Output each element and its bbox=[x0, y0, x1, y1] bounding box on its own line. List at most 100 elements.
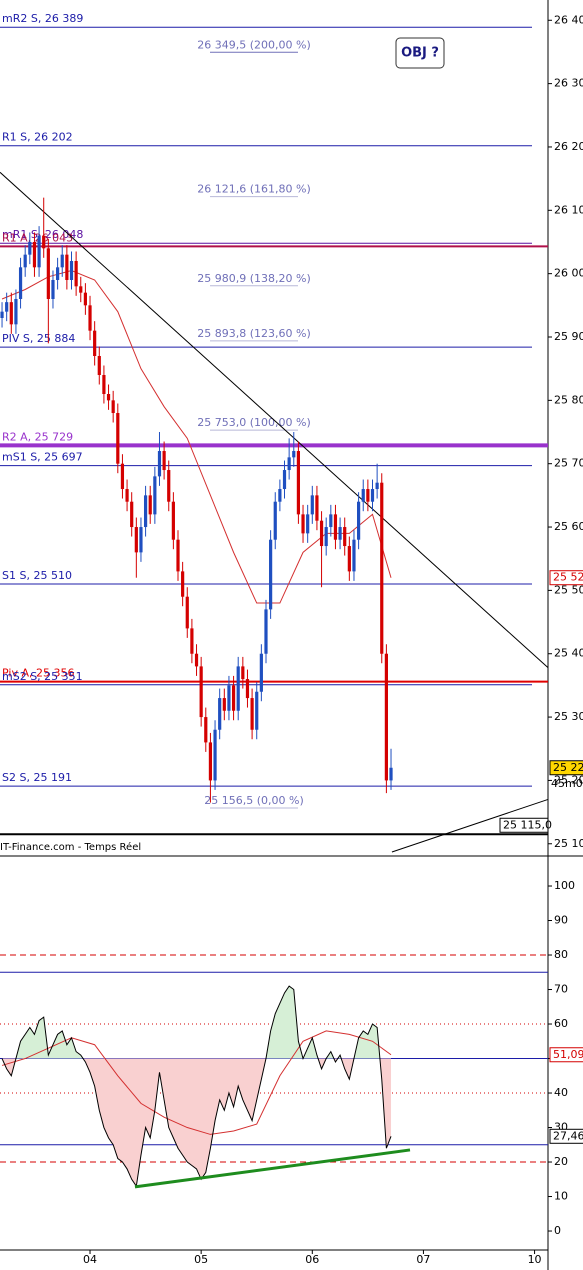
candle-body bbox=[250, 698, 254, 730]
candle-body bbox=[292, 451, 296, 458]
candle-body bbox=[111, 400, 115, 414]
value-tag: 27,46 bbox=[553, 1129, 583, 1142]
fib-label: 25 980,9 (138,20 %) bbox=[197, 272, 311, 285]
candle-body bbox=[0, 311, 4, 318]
candle-body bbox=[241, 666, 245, 680]
y-tick-label: 25 800 bbox=[554, 393, 583, 406]
candle-body bbox=[83, 292, 87, 306]
timer: 45m0 bbox=[551, 777, 583, 790]
fib-label: 25 893,8 (123,60 %) bbox=[197, 327, 311, 340]
candle-body bbox=[130, 501, 134, 528]
y-tick-label: 90 bbox=[554, 914, 568, 927]
candle-body bbox=[315, 495, 319, 521]
candle-body bbox=[74, 260, 78, 287]
objective-text: OBJ ? bbox=[401, 46, 439, 61]
level-label: S1 S, 25 510 bbox=[2, 569, 72, 582]
y-tick-label: 26 200 bbox=[554, 140, 583, 153]
candle-body bbox=[134, 527, 138, 553]
candle-body bbox=[338, 527, 342, 540]
candle-body bbox=[227, 685, 231, 711]
candle-body bbox=[319, 520, 324, 547]
candle-body bbox=[69, 260, 74, 280]
y-tick-label: 0 bbox=[554, 1224, 561, 1237]
trendline-tag: 25 115,0 bbox=[503, 818, 552, 831]
trendline bbox=[391, 798, 549, 853]
candle-body bbox=[97, 356, 101, 376]
level-label: Piv A, 25 356 bbox=[2, 667, 74, 680]
candle-body bbox=[343, 527, 347, 547]
candle-body bbox=[370, 489, 375, 502]
y-tick-label: 25 500 bbox=[554, 583, 583, 596]
value-tag-box bbox=[549, 1128, 583, 1144]
price-tag: 25 22 bbox=[553, 761, 583, 774]
value-tag: 51,09 bbox=[553, 1048, 583, 1061]
trendline-tag-box bbox=[499, 817, 549, 833]
candle-body bbox=[116, 413, 120, 464]
candle-body bbox=[5, 302, 9, 312]
candle-body bbox=[46, 248, 50, 299]
y-tick-label: 20 bbox=[554, 1155, 568, 1168]
candle-body bbox=[28, 241, 32, 255]
objective-frame bbox=[395, 37, 445, 69]
candle-body bbox=[352, 539, 356, 572]
y-tick-label: 25 700 bbox=[554, 457, 583, 470]
candle-body bbox=[51, 279, 55, 299]
candle-body bbox=[65, 254, 69, 280]
candle-body bbox=[245, 679, 250, 699]
candle-body bbox=[194, 653, 199, 667]
x-tick-label: 04 bbox=[83, 1253, 97, 1266]
candle-body bbox=[93, 330, 97, 357]
level-label: mR2 S, 26 389 bbox=[2, 12, 83, 25]
candle-body bbox=[167, 470, 171, 502]
candle-body bbox=[287, 457, 291, 471]
candle-body bbox=[347, 546, 351, 572]
x-tick-label: 10 bbox=[528, 1253, 542, 1266]
candle-body bbox=[269, 539, 273, 610]
candle-body bbox=[278, 489, 282, 502]
y-tick-label: 70 bbox=[554, 983, 568, 996]
y-tick-label: 80 bbox=[554, 948, 568, 961]
candle-body bbox=[60, 254, 64, 268]
candle-body bbox=[157, 451, 162, 477]
level-label: PIV S, 25 884 bbox=[2, 332, 75, 345]
x-tick-label: 05 bbox=[194, 1253, 208, 1266]
y-tick-label: 10 bbox=[554, 1190, 568, 1203]
objective-box: OBJ ? bbox=[395, 37, 445, 69]
x-tick-label: 07 bbox=[416, 1253, 430, 1266]
y-tick-label: 26 400 bbox=[554, 13, 583, 26]
fib-label: 26 349,5 (200,00 %) bbox=[197, 38, 311, 51]
candle-body bbox=[18, 267, 23, 299]
candle-body bbox=[23, 254, 27, 268]
rsi-average bbox=[1, 1030, 392, 1135]
y-tick-label: 25 400 bbox=[554, 647, 583, 660]
level-label: mS2 S, 25 351 bbox=[2, 670, 83, 683]
fib-label: 25 753,0 (100,00 %) bbox=[197, 416, 311, 429]
level-label: R1 S, 26 202 bbox=[2, 131, 73, 144]
candle-body bbox=[125, 489, 129, 502]
candle-body bbox=[153, 476, 157, 515]
rsi-fill-above bbox=[2, 986, 392, 1059]
rsi-line bbox=[1, 985, 392, 1188]
level-label: mR1 S, 26 048 bbox=[2, 228, 83, 241]
y-tick-label: 25 600 bbox=[554, 520, 583, 533]
candle-body bbox=[190, 628, 194, 654]
candle-body bbox=[143, 495, 148, 528]
candle-body bbox=[264, 609, 268, 654]
price-tag-box bbox=[549, 570, 583, 586]
candle-body bbox=[37, 235, 41, 268]
candle-body bbox=[56, 267, 60, 280]
y-tick-label: 26 300 bbox=[554, 77, 583, 90]
candle-body bbox=[106, 394, 111, 401]
candle-body bbox=[185, 596, 189, 629]
fib-label: 25 156,5 (0,00 %) bbox=[204, 794, 304, 807]
x-tick-label: 06 bbox=[305, 1253, 319, 1266]
candle-body bbox=[42, 235, 46, 249]
candle-body bbox=[102, 375, 106, 395]
candle-body bbox=[366, 489, 370, 502]
support-line bbox=[134, 1148, 411, 1189]
candle-body bbox=[310, 495, 314, 515]
level-label: R2 A, 25 729 bbox=[2, 430, 73, 443]
candle-body bbox=[139, 527, 143, 553]
